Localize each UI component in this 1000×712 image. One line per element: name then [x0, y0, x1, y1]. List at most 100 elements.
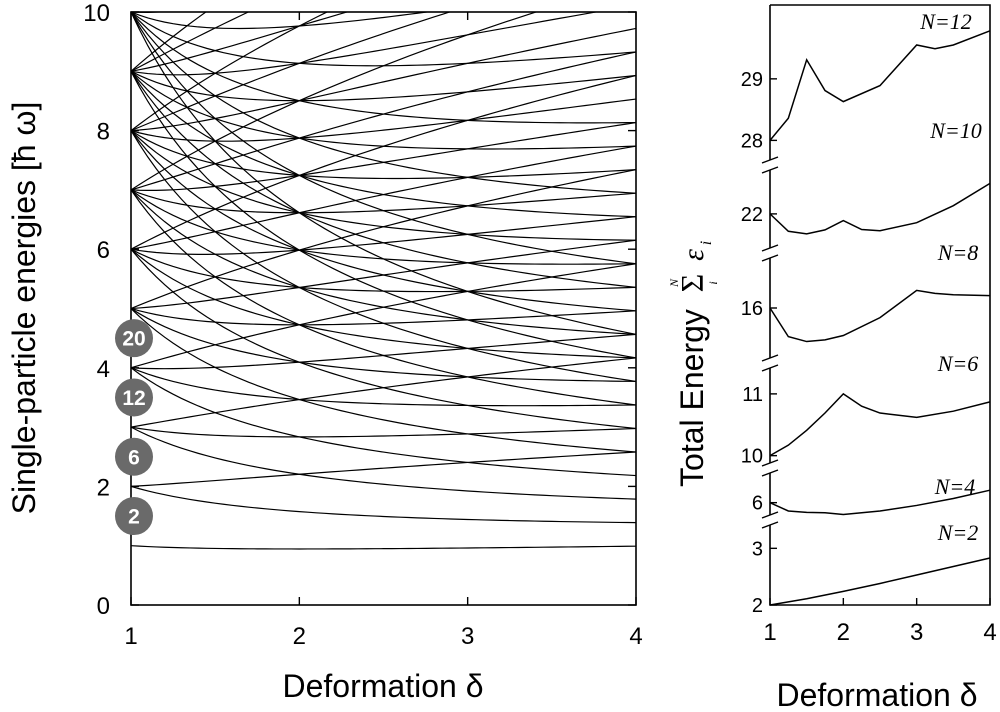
- x-tick-label: 4: [983, 619, 996, 646]
- level-line: [131, 189, 636, 214]
- y-tick-label: 28: [741, 130, 763, 152]
- series-label: N=8: [937, 240, 979, 265]
- level-line: [131, 12, 349, 72]
- right-y-axis-label-text: Total Energy: [674, 309, 710, 487]
- level-line: [131, 12, 600, 76]
- axis-break-mark: [761, 244, 779, 252]
- level-line: [131, 130, 636, 180]
- series-label: N=12: [919, 9, 972, 34]
- magic-number-badge: 20: [115, 319, 153, 358]
- level-line: [131, 12, 133, 13]
- level-line: [131, 12, 636, 265]
- level-line: [131, 216, 636, 255]
- level-line: [131, 307, 636, 383]
- level-line: [131, 367, 636, 407]
- level-line: [131, 485, 636, 524]
- series-label: N=4: [934, 474, 976, 499]
- shell-markers: 2 6 12 20: [115, 319, 153, 536]
- axis-break-mark: [761, 364, 779, 372]
- badge-label: 6: [128, 446, 140, 469]
- y-tick-label: 8: [97, 119, 110, 146]
- axis-break-mark: [761, 166, 779, 174]
- sum-upper-limit: N: [667, 278, 681, 288]
- y-tick-label: 2: [752, 595, 763, 617]
- left-x-axis-label: Deformation δ: [283, 668, 484, 704]
- level-line: [131, 12, 636, 194]
- right-y-axis-label: Total Energy Σ N i ε i: [667, 241, 720, 487]
- axis-break-mark: [761, 254, 779, 262]
- axis-break-mark: [761, 156, 779, 164]
- axis-break-marks: [761, 156, 779, 529]
- epsilon-symbol: ε: [677, 249, 710, 261]
- total-energy-curves: [769, 30, 991, 606]
- total-energy-curve: [769, 489, 991, 516]
- axis-break-mark: [761, 354, 779, 362]
- magic-number-badge: 2: [115, 497, 153, 536]
- y-tick-label: 29: [741, 69, 763, 91]
- level-line: [131, 70, 636, 218]
- series-labels: N=2 N=4 N=6 N=8 N=10 N=12: [919, 9, 982, 545]
- level-line: [131, 130, 636, 383]
- level-line: [131, 70, 636, 288]
- total-energy-curve: [769, 30, 991, 141]
- x-tick-label: 3: [910, 619, 923, 646]
- y-tick-label: 6: [752, 493, 763, 515]
- level-line: [131, 130, 636, 312]
- level-line: [131, 12, 250, 72]
- level-line: [131, 12, 207, 72]
- level-line: [131, 426, 636, 500]
- y-tick-label: 10: [83, 0, 110, 27]
- x-tick-label: 2: [837, 619, 850, 646]
- level-line: [131, 426, 636, 438]
- level-line: [131, 248, 636, 430]
- level-line: [131, 12, 132, 13]
- level-line: [131, 239, 636, 310]
- badge-label: 20: [122, 328, 145, 351]
- x-tick-label: 1: [124, 623, 137, 650]
- level-line: [131, 189, 636, 335]
- y-tick-label: 11: [742, 384, 763, 406]
- y-tick-label: 3: [752, 538, 763, 560]
- total-energy-curve: [769, 182, 991, 235]
- level-line: [131, 12, 636, 335]
- level-line: [131, 12, 636, 67]
- level-line: [131, 545, 636, 550]
- level-lines: [131, 12, 636, 550]
- x-tick-label: 2: [293, 623, 306, 650]
- level-line: [131, 12, 636, 124]
- y-tick-label: 0: [97, 593, 110, 620]
- total-energy-curve: [769, 392, 991, 457]
- badge-circle: [115, 378, 153, 417]
- badge-circle: [115, 319, 153, 358]
- right-x-axis-label: Deformation δ: [777, 677, 978, 712]
- magic-number-badge: 12: [115, 378, 153, 417]
- level-line: [131, 308, 636, 453]
- y-tick-label: 2: [97, 474, 110, 501]
- badge-circle: [115, 437, 153, 476]
- level-line: [131, 367, 636, 477]
- level-line: [131, 70, 636, 102]
- axis-break-mark: [761, 459, 779, 467]
- x-tick-label: 4: [629, 623, 642, 650]
- x-tick-label: 3: [461, 623, 474, 650]
- axis-break-mark: [761, 469, 779, 477]
- left-y-axis-label: Single-particle energies [ħ ω]: [6, 102, 42, 515]
- level-line: [131, 51, 636, 191]
- y-tick-label: 16: [741, 298, 763, 320]
- sum-symbol: Σ: [674, 274, 710, 293]
- magic-number-badge: 6: [115, 437, 153, 476]
- series-label: N=10: [929, 118, 982, 143]
- y-tick-label: 4: [97, 356, 110, 383]
- level-line: [131, 248, 636, 359]
- left-axes-frame: [130, 11, 637, 606]
- sum-index: i: [706, 281, 720, 284]
- x-tick-label: 1: [763, 619, 776, 646]
- axis-break-mark: [761, 511, 779, 519]
- right-axes-frame: [769, 4, 991, 606]
- level-line: [131, 12, 134, 13]
- axis-break-mark: [761, 521, 779, 529]
